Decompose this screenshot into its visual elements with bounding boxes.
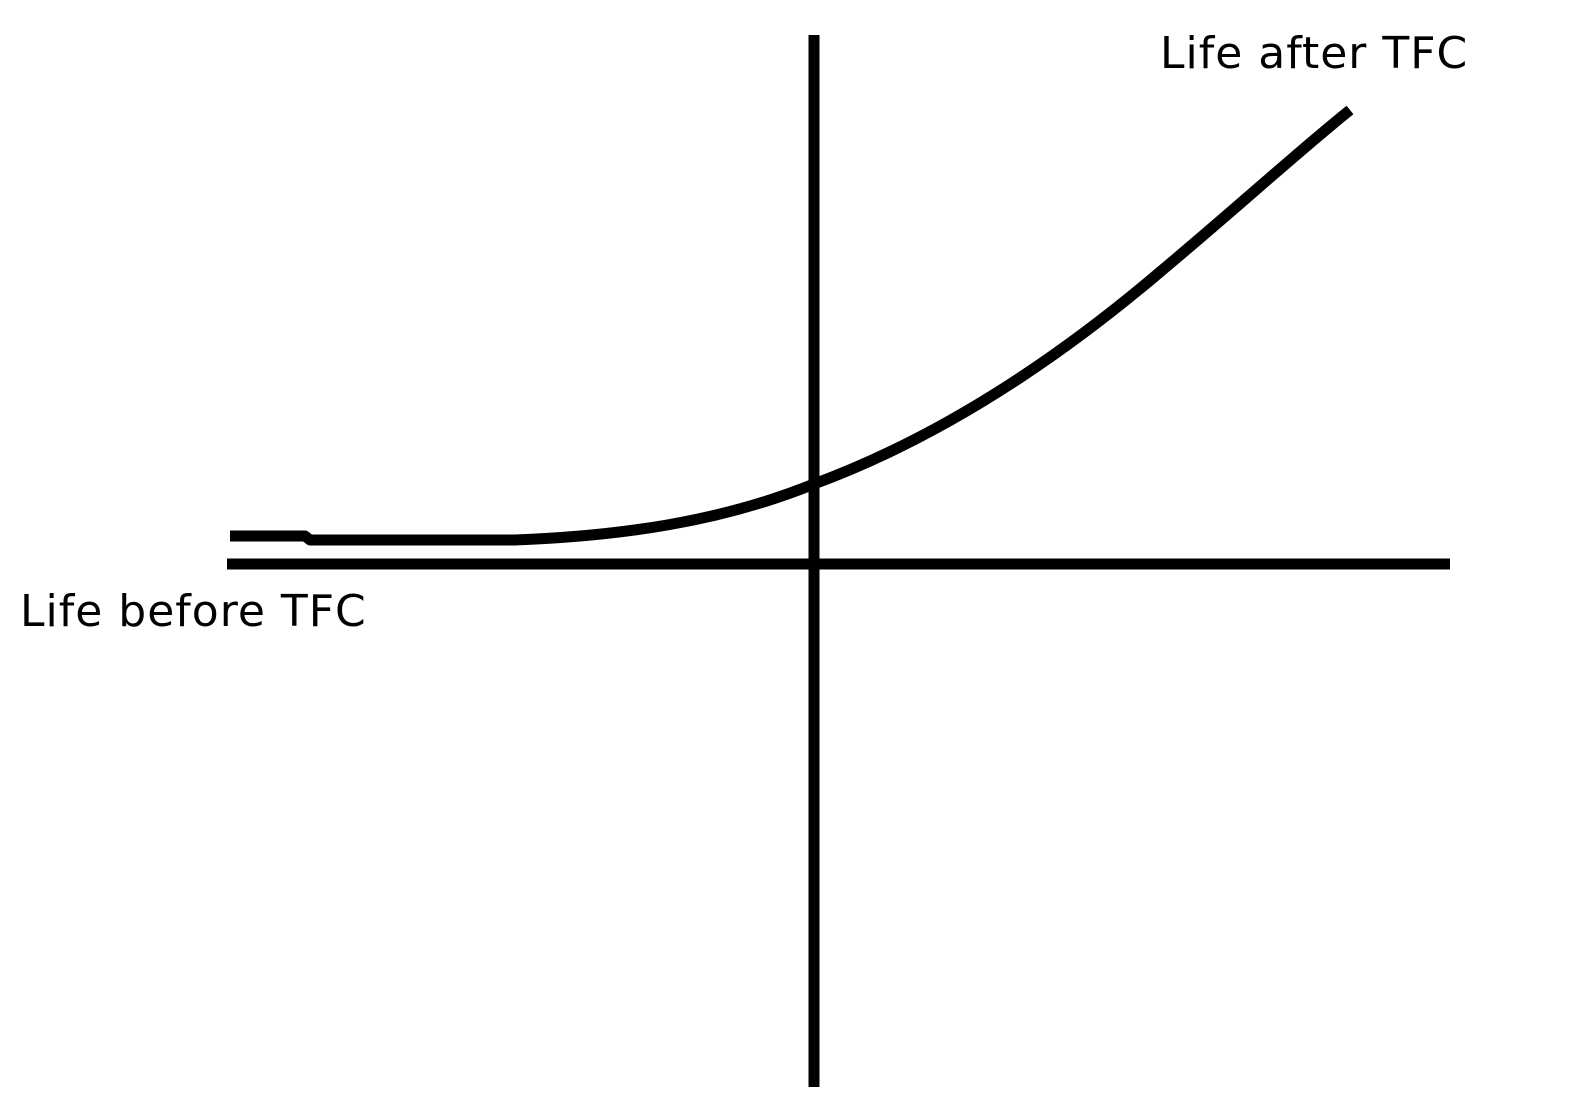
life-before-label: Life before TFC	[20, 586, 367, 637]
life-curve	[230, 105, 1354, 546]
life-after-label: Life after TFC	[1160, 28, 1469, 79]
